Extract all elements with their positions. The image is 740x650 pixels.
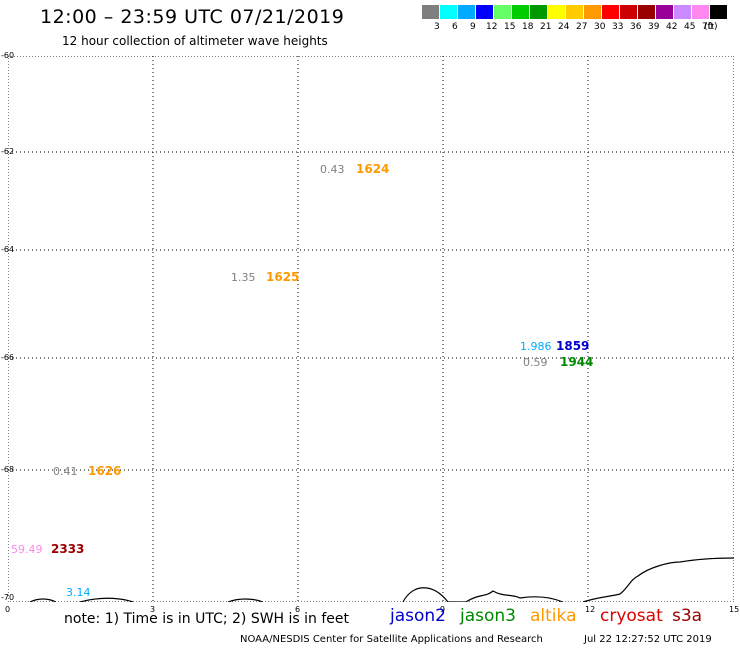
legend-swatch <box>548 5 566 19</box>
observation-time: 2333 <box>51 542 85 556</box>
latitude-label: -68 <box>1 465 15 474</box>
legend-swatch <box>674 5 692 19</box>
observation-time: 1626 <box>88 464 122 478</box>
legend-swatch <box>458 5 476 19</box>
wave-height-value: 0.43 <box>320 163 345 176</box>
satellite-cryosat: cryosat <box>600 606 663 626</box>
wave-height-map <box>8 56 734 602</box>
latitude-label: -64 <box>1 245 15 254</box>
satellite-altika: altika <box>530 606 577 626</box>
wave-height-value: 3.14 <box>66 586 91 599</box>
latitude-label: -70 <box>1 593 15 602</box>
legend-swatch <box>422 5 440 19</box>
legend-tick-label: 9 <box>470 22 476 32</box>
legend-swatch <box>440 5 458 19</box>
legend-tick-label: 45 <box>684 22 696 32</box>
legend-tick-label: 21 <box>540 22 552 32</box>
longitude-label: 12 <box>585 605 596 614</box>
color-scale-unit: (ft) <box>704 22 718 32</box>
longitude-label: 6 <box>295 605 301 614</box>
legend-swatch <box>566 5 584 19</box>
legend-swatch <box>530 5 548 19</box>
longitude-label: 9 <box>440 605 446 614</box>
latitude-label: -66 <box>1 353 15 362</box>
legend-swatch <box>656 5 674 19</box>
generation-timestamp: Jul 22 12:27:52 UTC 2019 <box>584 634 712 645</box>
satellite-s3a: s3a <box>672 606 703 626</box>
legend-tick-label: 30 <box>594 22 606 32</box>
legend-swatch <box>602 5 620 19</box>
map-title: 12:00 – 23:59 UTC 07/21/2019 <box>40 6 345 28</box>
legend-swatch <box>476 5 494 19</box>
legend-tick-label: 18 <box>522 22 534 32</box>
legend-tick-label: 6 <box>452 22 458 32</box>
legend-swatch <box>638 5 656 19</box>
wave-height-value: 1.35 <box>231 271 256 284</box>
wave-height-value: 59.49 <box>11 543 43 556</box>
wave-height-value: 1.986 <box>520 340 552 353</box>
legend-tick-label: 15 <box>504 22 516 32</box>
latitude-label: -62 <box>1 147 15 156</box>
legend-tick-label: 24 <box>558 22 570 32</box>
legend-tick-label: 70 <box>702 22 714 32</box>
observation-time: 1859 <box>556 339 590 353</box>
legend-swatch <box>710 5 728 19</box>
observation-time: 1624 <box>356 162 390 176</box>
legend-swatch <box>620 5 638 19</box>
legend-tick-label: 39 <box>648 22 660 32</box>
legend-swatch <box>692 5 710 19</box>
legend-swatch <box>512 5 530 19</box>
observation-time: 1944 <box>560 355 594 369</box>
wave-height-value: 0.41 <box>53 465 78 478</box>
legend-swatch <box>494 5 512 19</box>
longitude-label: 15 <box>729 605 740 614</box>
latitude-label: -60 <box>1 51 15 60</box>
credit-line: NOAA/NESDIS Center for Satellite Applica… <box>240 634 543 645</box>
legend-swatch <box>584 5 602 19</box>
legend-tick-label: 3 <box>434 22 440 32</box>
coastline <box>29 557 734 602</box>
wave-height-value: 0.59 <box>523 356 548 369</box>
satellite-jason2: jason2 <box>390 606 446 626</box>
legend-tick-label: 36 <box>630 22 642 32</box>
map-frame <box>8 56 734 602</box>
longitude-label: 0 <box>5 605 11 614</box>
observation-time: 1625 <box>266 270 300 284</box>
legend-tick-label: 12 <box>486 22 498 32</box>
map-subtitle: 12 hour collection of altimeter wave hei… <box>62 34 328 48</box>
legend-tick-label: 27 <box>576 22 588 32</box>
longitude-label: 3 <box>150 605 156 614</box>
units-note: note: 1) Time is in UTC; 2) SWH is in fe… <box>64 611 350 627</box>
legend-tick-label: 42 <box>666 22 678 32</box>
satellite-jason3: jason3 <box>460 606 516 626</box>
legend-tick-label: 33 <box>612 22 624 32</box>
